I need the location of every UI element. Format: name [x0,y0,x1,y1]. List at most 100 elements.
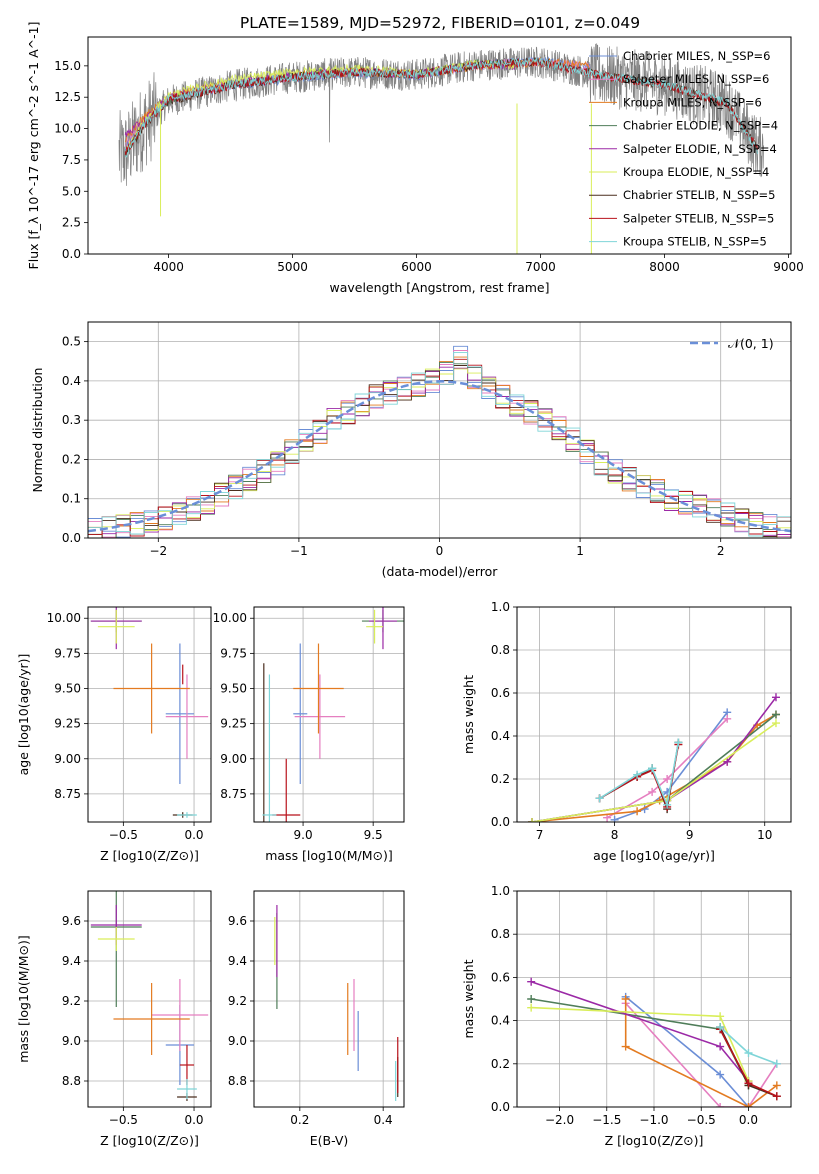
y-tick-label: 0.1 [62,492,81,506]
plot-area [527,977,781,1107]
y-axis-label: mass weight [461,675,476,754]
y-tick-label: 0.0 [62,247,81,261]
legend-label-chabrier-miles: Chabrier MILES, N_SSP=6 [623,49,770,63]
x-tick-label: 0.2 [290,1113,309,1127]
plot-area [90,891,209,1101]
y-tick-label: 0.0 [491,815,510,829]
x-axis-label: Z [log10(Z/Z⊙)] [100,1133,199,1148]
gaussian-curve [88,380,791,533]
y-tick-label: 9.75 [54,646,81,660]
marker-chabrier-elodie [527,995,536,1003]
y-tick-label: 12.5 [54,90,81,104]
x-axis-label: Z [log10(Z/Z⊙)] [605,1133,704,1148]
x-tick-label: 2 [717,544,725,558]
y-tick-label: 8.8 [62,1074,81,1088]
marker-salpeter-stelib [772,1092,781,1101]
axes-frame [87,606,212,823]
y-tick-label: 15.0 [54,59,81,73]
axes-frame [516,606,792,823]
y-tick-label: 9.50 [220,682,247,696]
y-tick-label: 9.0 [228,1034,247,1048]
y-tick-label: 8.75 [220,787,247,801]
y-tick-label: 9.25 [54,717,81,731]
marker-kroupa-elodie [528,818,537,822]
marker-salpeter-miles [663,775,672,783]
legend-label-kroupa-elodie: Kroupa ELODIE, N_SSP=4 [623,165,769,179]
plot-area [90,607,209,818]
y-tick-label: 0.4 [62,374,81,388]
y-tick-label: 0.8 [491,643,510,657]
y-tick-label: 0.3 [62,413,81,427]
panel-4: 9.0 9.5 8.75 9.00 9.25 9.50 9.75 10.00 mass [log… [213,606,405,863]
x-tick-label: 0.0 [739,1113,758,1127]
axes-frame [87,890,212,1108]
marker-salpeter-elodie [716,1042,725,1051]
marker-kroupa-stelib [674,738,683,747]
marker-salpeter-stelib [744,1079,753,1088]
x-tick-label: 0.0 [184,828,203,842]
marker-kroupa-stelib [633,770,642,779]
x-tick-label: 10 [757,828,772,842]
y-tick-label: 0.0 [491,1100,510,1114]
marker-chabrier-miles [610,815,619,822]
x-axis-label: age [log10(age/yr)] [593,848,715,863]
y-tick-label: 0.6 [491,970,510,984]
marker-kroupa-miles [633,807,642,816]
x-tick-label: 9.0 [294,828,313,842]
y-tick-label: 1.0 [491,884,510,898]
y-axis-label: mass weight [461,959,476,1038]
y-tick-label: 9.4 [228,954,247,968]
y-tick-label: 9.0 [62,1034,81,1048]
x-axis-label: (data-model)/error [382,564,499,579]
y-tick-label: 9.6 [62,914,81,928]
legend-label-kroupa-stelib: Kroupa STELIB, N_SSP=5 [623,235,767,249]
legend-label-salpeter-miles: Salpeter MILES, N_SSP=6 [623,72,769,86]
marker-salpeter-elodie [527,977,536,986]
histogram-chabrier-stelib [88,365,791,538]
y-tick-label: 0.4 [491,1014,510,1028]
marker-kroupa-stelib [663,800,672,809]
x-axis-label: mass [log10(M/M⊙)] [265,848,393,863]
panel-1: 4000 5000 6000 7000 8000 9000 0.0 2.5 5.0 7.5 10.0… [26,22,804,295]
panel-8: −2.0 −1.5 −1.0 −0.5 0.0 0.0 0.2 0.4 0.6 0.8 1.0 Z [… [461,884,792,1148]
x-tick-label: 0.0 [184,1113,203,1127]
legend-label-salpeter-elodie: Salpeter ELODIE, N_SSP=4 [623,142,777,156]
marker-chabrier-miles [716,1070,725,1079]
x-tick-label: −1 [290,544,308,558]
marker-kroupa-elodie [716,1012,725,1021]
mass-line-salpeter-elodie [530,980,750,1082]
y-tick-label: 9.2 [62,994,81,1008]
y-tick-label: 5.0 [62,184,81,198]
legend: Chabrier MILES, N_SSP=6 Salpeter MILES, N… [589,49,778,249]
marker-kroupa-elodie [527,1003,536,1012]
panel-5: 7 8 9 10 0.0 0.2 0.4 0.6 0.8 1.0 age [log10(age/yr… [461,600,792,863]
x-tick-label: 4000 [153,260,184,274]
y-tick-label: 8.75 [54,787,81,801]
x-tick-label: 8000 [649,260,680,274]
legend-label-gaussian: 𝒩(0, 1) [728,336,774,351]
plot-area [118,43,764,254]
x-tick-label: −1.0 [639,1113,668,1127]
marker-kroupa-stelib [772,1059,781,1068]
y-tick-label: 9.50 [54,682,81,696]
x-tick-label: −2 [149,544,167,558]
x-axis-label: Z [log10(Z/Z⊙)] [100,848,199,863]
y-tick-label: 9.6 [228,914,247,928]
y-axis-label: Normed distribution [30,368,45,493]
model-line-kroupa-stelib [124,57,758,158]
x-tick-label: 7 [536,828,544,842]
panel-2: −2 −1 0 1 2 0.0 0.1 0.2 0.3 0.4 0.5 (data-model)/er… [30,321,792,579]
marker-kroupa-stelib [648,764,657,773]
x-tick-label: 7000 [525,260,556,274]
plot-area [88,345,791,538]
marker-salpeter-miles [723,714,732,723]
mass-line-salpeter-miles [625,1002,778,1107]
marker-salpeter-elodie [723,757,732,766]
marker-kroupa-miles [621,1042,630,1051]
y-tick-label: 9.00 [54,752,81,766]
marker-kroupa-stelib [716,1023,725,1032]
panel-3: −0.5 0.0 8.75 9.00 9.25 9.50 9.75 10.00 Z [log10… [16,606,212,863]
y-axis-label: mass [log10(M/M⊙)] [16,935,31,1063]
marker-kroupa-stelib [595,794,604,803]
x-tick-label: 8 [611,828,619,842]
